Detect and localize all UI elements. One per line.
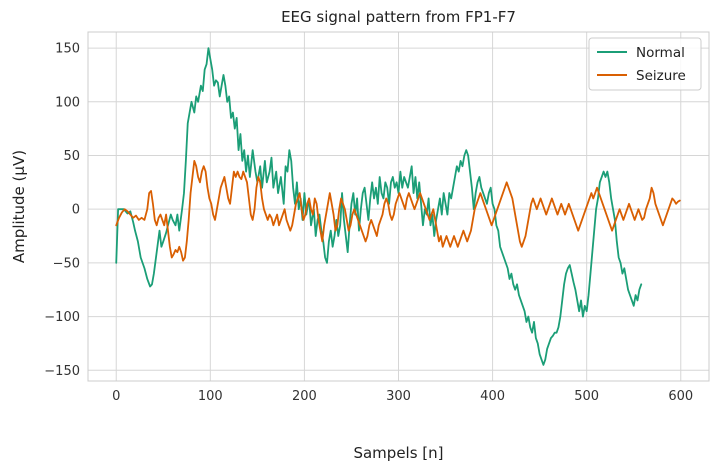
x-axis-label: Sampels [n] [353,444,443,462]
series-line-seizure [115,159,681,262]
legend-label-normal: Normal [636,45,685,61]
y-tick-label: −100 [44,310,80,325]
x-tick-label: 500 [574,389,599,404]
x-tick-label: 400 [480,389,505,404]
legend-label-seizure: Seizure [636,68,686,84]
legend: Normal Seizure [588,37,702,91]
y-tick-label: −50 [53,256,80,271]
x-tick-label: 100 [198,389,223,404]
series-line-normal [115,47,643,366]
x-tick-labels: 0 100 200 300 400 500 600 [112,389,693,404]
y-tick-label: 50 [63,149,80,164]
y-tick-label: −150 [44,364,80,379]
y-tick-label: 100 [55,95,80,110]
y-tick-labels: −150 −100 −50 0 50 100 150 [44,42,80,379]
x-tick-label: 300 [386,389,411,404]
plot-frame [87,31,710,382]
series-layer [115,47,681,366]
chart-title: EEG signal pattern from FP1-F7 [281,8,516,26]
y-tick-label: 150 [55,42,80,57]
x-tick-label: 600 [668,389,693,404]
x-tick-label: 200 [292,389,317,404]
x-tick-label: 0 [112,389,120,404]
y-axis-label: Amplitude (μV) [10,150,28,263]
y-tick-label: 0 [72,203,80,218]
x-grid [115,32,682,381]
